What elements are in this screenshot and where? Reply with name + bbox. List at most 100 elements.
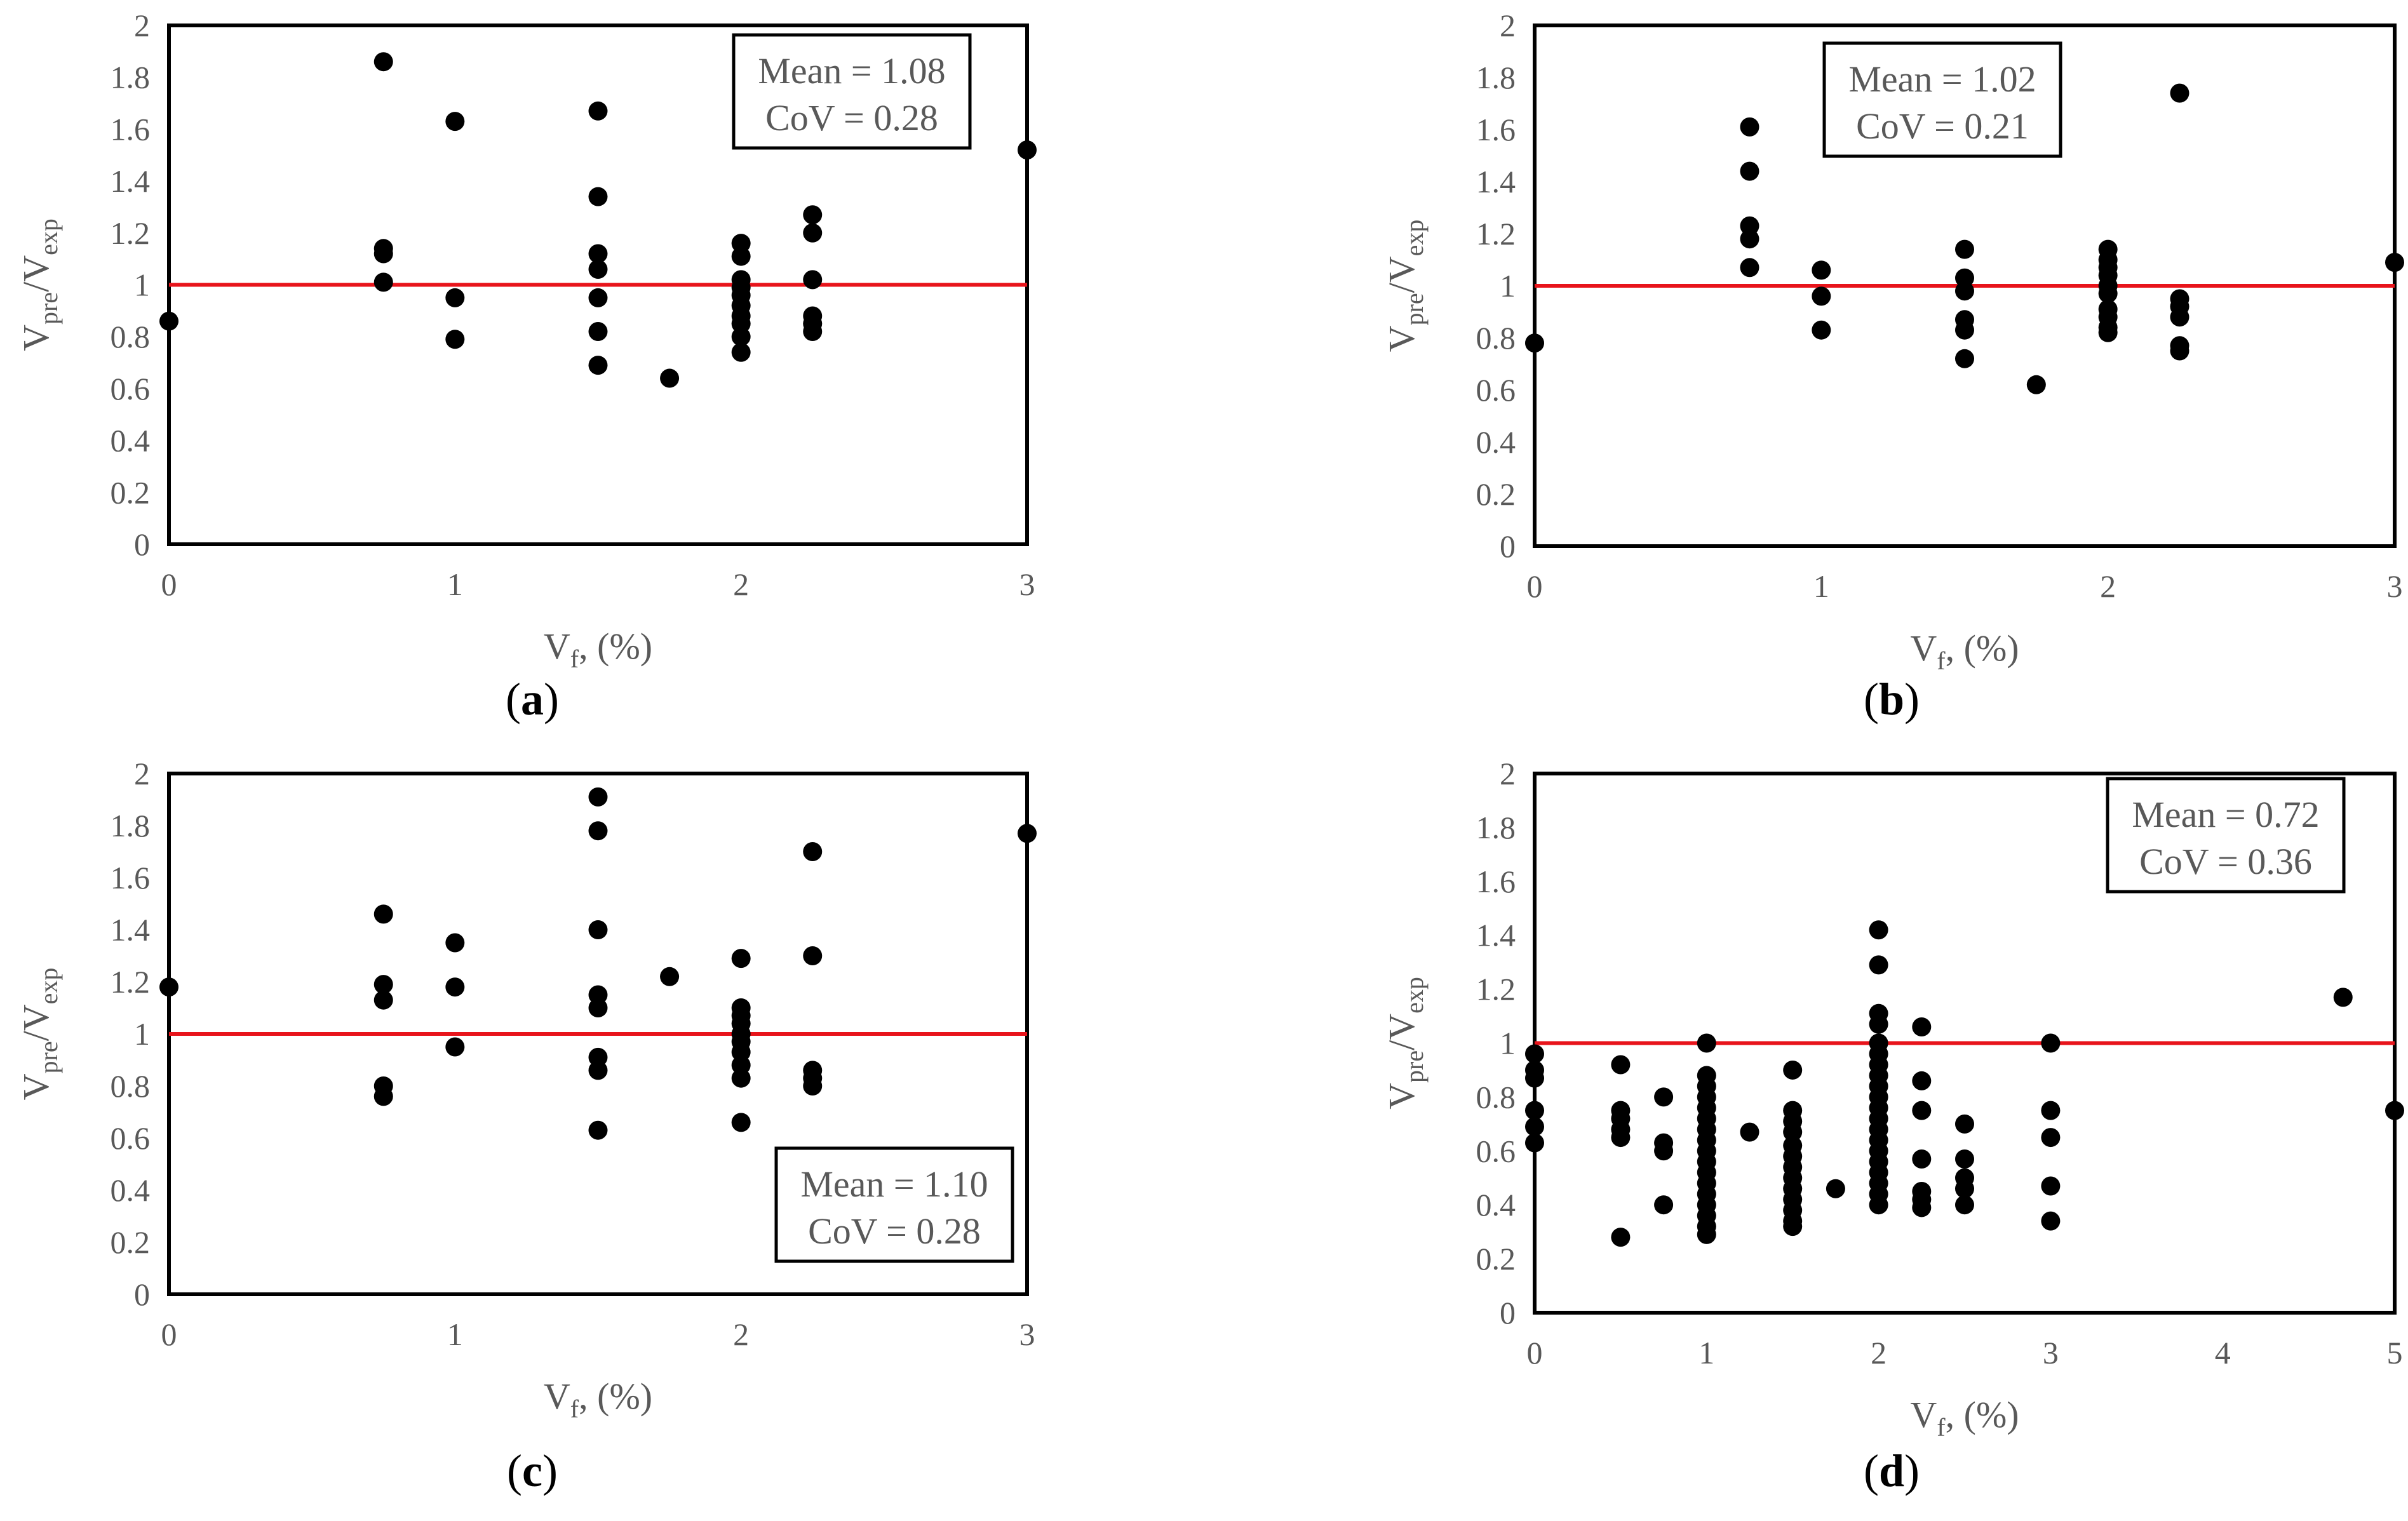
data-point <box>1955 268 1974 288</box>
data-point <box>1783 1060 1803 1080</box>
y-tick-label: 1.4 <box>1476 164 1516 199</box>
y-tick-label: 1.2 <box>111 215 151 251</box>
y-tick-label: 2 <box>1500 756 1516 791</box>
data-point <box>588 787 608 807</box>
data-point <box>731 1042 751 1062</box>
x-tick-label: 0 <box>161 566 177 602</box>
y-tick-label: 1.6 <box>1476 864 1516 899</box>
y-tick-label: 1.4 <box>111 163 151 199</box>
x-label-main: V <box>1910 627 1937 669</box>
y-tick-label: 0 <box>134 526 150 562</box>
data-point <box>1912 1017 1932 1037</box>
chart-panel-b: 0 0.2 0.4 0.6 0.8 1 1.2 1.4 1.6 1.8 2 0 1 2 3 Mean = 1.… <box>1381 8 2404 725</box>
data-point <box>445 112 465 131</box>
caption-letter: b <box>1879 674 1904 725</box>
y-tick-label: 2 <box>134 8 150 43</box>
data-point <box>1812 260 1831 280</box>
data-point <box>803 205 823 225</box>
data-point <box>1740 216 1759 236</box>
data-point <box>731 342 751 362</box>
data-point <box>159 977 178 997</box>
data-point <box>1955 1149 1974 1169</box>
y-tick-label: 1.2 <box>1476 972 1516 1007</box>
x-label-rest: , (%) <box>1946 627 2019 669</box>
data-point <box>588 187 608 206</box>
y-label-sep: /V <box>1381 256 1422 293</box>
data-point <box>803 322 823 342</box>
data-point <box>445 1037 465 1057</box>
data-point <box>445 933 465 953</box>
data-point <box>1525 1101 1544 1120</box>
panel-caption: (d) <box>1864 1445 1920 1496</box>
y-label-sub-exp: exp <box>1400 977 1429 1014</box>
data-point <box>1826 1179 1845 1198</box>
caption-letter: c <box>522 1445 542 1496</box>
x-tick-label: 3 <box>1019 566 1035 602</box>
y-tick-label: 0 <box>134 1276 150 1312</box>
x-axis-label: Vf, (%) <box>1910 1394 2019 1442</box>
data-point <box>445 977 465 997</box>
data-point <box>2170 341 2189 361</box>
data-point <box>588 821 608 841</box>
data-point <box>660 368 680 388</box>
data-point <box>588 998 608 1017</box>
y-axis-label: Vpre/Vexp <box>1381 977 1429 1109</box>
data-point <box>2098 323 2118 342</box>
data-point <box>588 244 608 264</box>
data-point <box>1955 1179 1974 1198</box>
x-tick-label: 4 <box>2215 1335 2231 1370</box>
data-point <box>588 356 608 375</box>
data-point <box>1783 1122 1803 1142</box>
data-point <box>1740 258 1759 278</box>
caption-open: ( <box>1864 1445 1879 1496</box>
data-point <box>2041 1211 2061 1231</box>
y-tick-label: 2 <box>1500 8 1516 43</box>
y-label-main: V <box>1381 1083 1422 1109</box>
caption-open: ( <box>507 1445 522 1496</box>
y-label-sep: /V <box>15 255 57 292</box>
y-tick-label: 0.4 <box>1476 1187 1516 1223</box>
y-tick-label: 1 <box>134 1016 150 1052</box>
data-point <box>1912 1149 1932 1169</box>
x-tick-label: 1 <box>447 566 463 602</box>
stats-box <box>1822 41 2062 158</box>
data-point <box>731 949 751 968</box>
data-point <box>1654 1087 1674 1107</box>
data-point <box>731 1055 751 1075</box>
y-axis-label: Vpre/Vexp <box>15 968 63 1101</box>
x-tick-label: 0 <box>1527 568 1543 604</box>
y-label-sub-pre: pre <box>34 292 63 325</box>
data-point <box>2041 1128 2061 1148</box>
chart-panel-c: 0 0.2 0.4 0.6 0.8 1 1.2 1.4 1.6 1.8 2 0 1 2 3 Mean = 1.… <box>15 756 1037 1496</box>
data-point <box>2385 1101 2404 1120</box>
data-point <box>373 904 393 924</box>
stats-mean: Mean = 1.10 <box>800 1163 988 1205</box>
y-tick-label: 0 <box>1500 1295 1516 1330</box>
data-point <box>2333 988 2353 1007</box>
y-tick-label: 1 <box>134 267 150 303</box>
data-point <box>373 975 393 995</box>
data-point <box>2385 253 2404 272</box>
data-point <box>1654 1141 1674 1161</box>
y-label-main: V <box>1381 325 1422 352</box>
caption-close: ) <box>544 674 559 725</box>
y-tick-label: 0.6 <box>111 1120 151 1156</box>
data-point <box>803 842 823 861</box>
x-axis-label: Vf, (%) <box>544 626 652 673</box>
data-point <box>2170 83 2189 103</box>
caption-open: ( <box>1864 674 1879 725</box>
data-point <box>1740 161 1759 181</box>
data-point <box>1912 1198 1932 1217</box>
x-label-sub: f <box>570 1395 579 1423</box>
caption-close: ) <box>1904 674 1920 725</box>
y-tick-label: 1.4 <box>1476 918 1516 953</box>
y-tick-label: 1 <box>1500 1026 1516 1061</box>
data-point <box>1912 1071 1932 1090</box>
x-label-sub: f <box>1937 647 1946 675</box>
data-point <box>2041 1033 2061 1053</box>
y-tick-label: 1.6 <box>111 860 151 895</box>
y-tick-label: 1.8 <box>1476 60 1516 95</box>
y-tick-label: 0 <box>1500 528 1516 564</box>
data-point <box>803 223 823 243</box>
